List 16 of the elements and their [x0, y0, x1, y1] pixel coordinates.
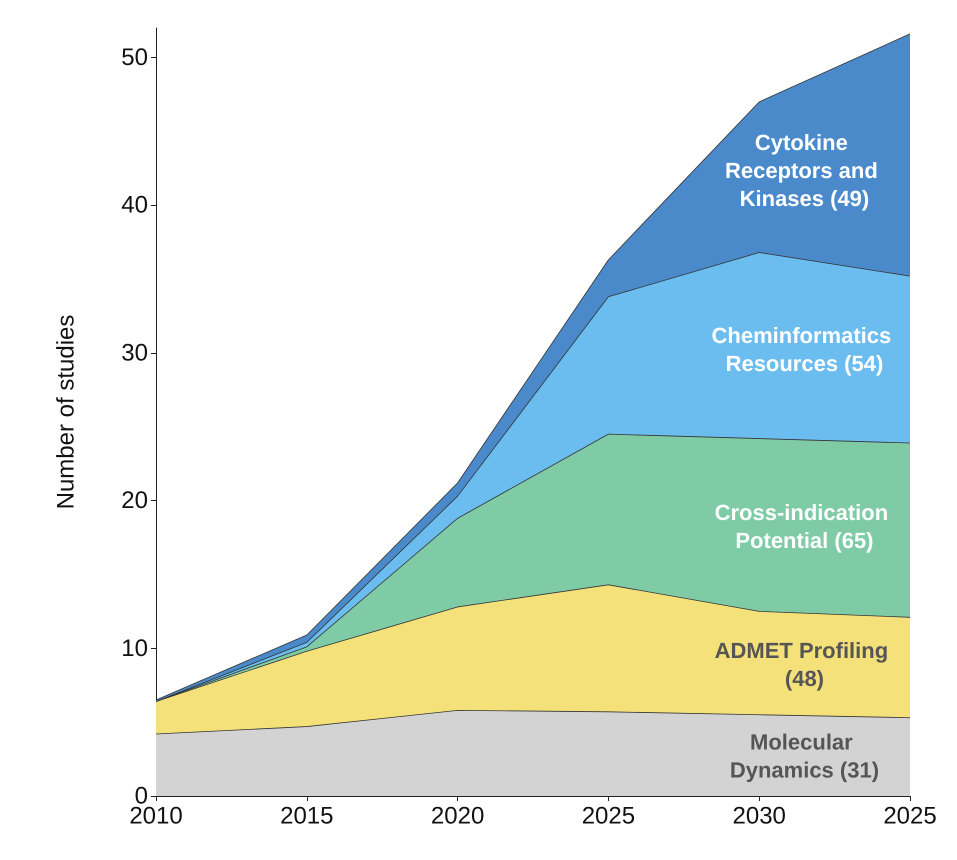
- x-tick-label: 2030: [732, 802, 786, 830]
- series-label: Cheminformatics Resources (54): [712, 323, 898, 376]
- series-label: Cytokine Receptors and Kinases (49): [724, 130, 884, 212]
- series-label: Cross-indication Potential (65): [714, 500, 894, 554]
- y-tick-label: 50: [121, 44, 148, 72]
- y-tick-label: 30: [121, 339, 148, 366]
- y-tick-label: 10: [121, 634, 148, 662]
- y-tick-label: 40: [121, 192, 148, 219]
- x-tick-label: 2025: [582, 802, 636, 830]
- x-tick-label: 2020: [430, 802, 484, 830]
- x-tick-label: 2025: [883, 802, 937, 830]
- y-tick-label: 20: [121, 487, 148, 514]
- series-label: ADMET Profiling (48): [714, 638, 894, 691]
- x-tick-label: 2015: [280, 802, 334, 830]
- series-label: Molecular Dynamics (31): [730, 729, 880, 782]
- y-axis-title: Number of studies: [52, 314, 80, 510]
